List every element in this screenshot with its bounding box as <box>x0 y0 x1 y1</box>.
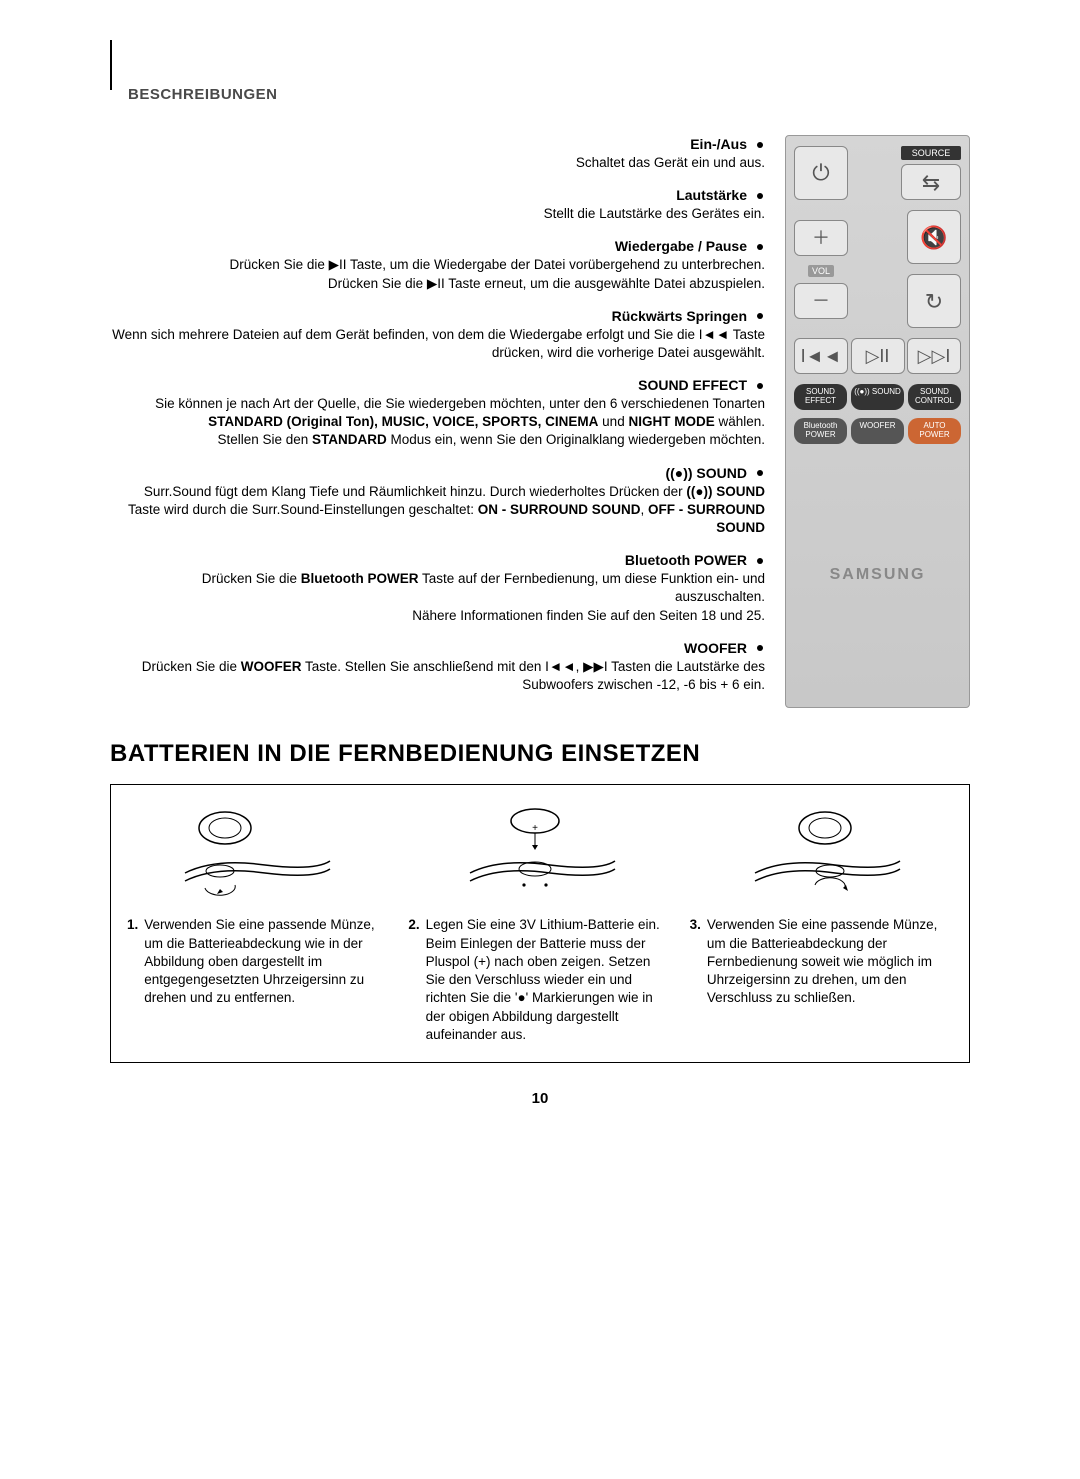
battery-box: + 1.Verwenden Sie eine passende M <box>110 784 970 1063</box>
battery-step-number: 2. <box>408 916 419 1044</box>
play-pause-icon: ▷II <box>851 338 905 374</box>
desc-body: Drücken Sie die WOOFER Taste. Stellen Si… <box>110 658 765 694</box>
desc-body: Surr.Sound fügt dem Klang Tiefe und Räum… <box>110 483 765 538</box>
mute-icon: 🔇 <box>907 210 961 264</box>
battery-step: 3.Verwenden Sie eine passende Münze, um … <box>690 916 953 1044</box>
desc-title: Lautstärke <box>676 186 747 205</box>
desc-title: Rückwärts Springen <box>612 307 747 326</box>
desc-body: Wenn sich mehrere Dateien auf dem Gerät … <box>110 326 765 362</box>
desc-body: Drücken Sie die ▶II Taste, um die Wieder… <box>110 256 765 292</box>
remote-pill: ((●)) SOUND <box>851 384 904 410</box>
desc-title: ((●)) SOUND <box>665 464 747 483</box>
remote-pill: WOOFER <box>851 418 904 444</box>
brand-logo: SAMSUNG <box>794 564 961 586</box>
remote-pill: Bluetooth POWER <box>794 418 847 444</box>
vol-label: VOL <box>808 265 834 277</box>
source-button-icon: ⇆ <box>901 164 961 200</box>
header-rule <box>110 40 112 90</box>
battery-step-text: Legen Sie eine 3V Lithium-Batterie ein. … <box>426 916 672 1044</box>
next-track-icon: ▷▷I <box>907 338 961 374</box>
battery-step-text: Verwenden Sie eine passende Münze, um di… <box>707 916 953 1044</box>
desc-item: SOUND EFFECTSie können je nach Art der Q… <box>110 376 765 450</box>
prev-track-icon: I◄◄ <box>794 338 848 374</box>
vol-up-icon: ＋ <box>794 220 848 256</box>
repeat-icon: ↻ <box>907 274 961 328</box>
page-number: 10 <box>110 1089 970 1109</box>
power-pill-row: Bluetooth POWERWOOFERAUTO POWER <box>794 418 961 444</box>
desc-title: SOUND EFFECT <box>638 376 747 395</box>
desc-body: Drücken Sie die Bluetooth POWER Taste au… <box>110 570 765 625</box>
desc-title: Wiedergabe / Pause <box>615 237 747 256</box>
battery-step-number: 3. <box>690 916 701 1044</box>
battery-step-number: 1. <box>127 916 138 1044</box>
source-label: SOURCE <box>901 146 961 160</box>
remote-pill: AUTO POWER <box>908 418 961 444</box>
desc-item: Wiedergabe / PauseDrücken Sie die ▶II Ta… <box>110 237 765 292</box>
remote-pill: SOUND EFFECT <box>794 384 847 410</box>
battery-step-columns: 1.Verwenden Sie eine passende Münze, um … <box>127 916 953 1044</box>
battery-step-text: Verwenden Sie eine passende Münze, um di… <box>144 916 390 1044</box>
desc-item: Rückwärts SpringenWenn sich mehrere Date… <box>110 307 765 362</box>
effect-pill-row: SOUND EFFECT((●)) SOUNDSOUND CONTROL <box>794 384 961 410</box>
desc-item: Ein-/AusSchaltet das Gerät ein und aus. <box>110 135 765 172</box>
battery-step3-illustration <box>735 803 915 898</box>
desc-title: WOOFER <box>684 639 747 658</box>
power-icon: ⏻ <box>794 146 848 200</box>
desc-item: ((●)) SOUNDSurr.Sound fügt dem Klang Tie… <box>110 464 765 538</box>
desc-body: Stellt die Lautstärke des Gerätes ein. <box>110 205 765 223</box>
vol-down-icon: － <box>794 283 848 319</box>
desc-body: Sie können je nach Art der Quelle, die S… <box>110 395 765 450</box>
battery-step: 2.Legen Sie eine 3V Lithium-Batterie ein… <box>408 916 671 1044</box>
desc-item: WOOFERDrücken Sie die WOOFER Taste. Stel… <box>110 639 765 694</box>
battery-step: 1.Verwenden Sie eine passende Münze, um … <box>127 916 390 1044</box>
battery-heading: BATTERIEN IN DIE FERNBEDIENUNG EINSETZEN <box>110 738 970 770</box>
desc-item: LautstärkeStellt die Lautstärke des Gerä… <box>110 186 765 223</box>
remote-illustration: ⏻ SOURCE ⇆ ＋ VOL － 🔇 ↻ I◄◄ ▷II ▷▷I SOUND… <box>785 135 970 708</box>
breadcrumb: BESCHREIBUNGEN <box>128 85 970 105</box>
remote-description-section: Ein-/AusSchaltet das Gerät ein und aus. L… <box>110 135 970 708</box>
desc-title: Bluetooth POWER <box>625 551 747 570</box>
desc-body: Schaltet das Gerät ein und aus. <box>110 154 765 172</box>
battery-illustrations: + <box>127 803 953 898</box>
desc-title: Ein-/Aus <box>690 135 747 154</box>
battery-step1-illustration <box>165 803 345 898</box>
svg-text:+: + <box>532 823 538 834</box>
battery-step2-illustration: + <box>450 803 630 898</box>
desc-item: Bluetooth POWERDrücken Sie die Bluetooth… <box>110 551 765 625</box>
descriptions-column: Ein-/AusSchaltet das Gerät ein und aus. L… <box>110 135 765 708</box>
remote-pill: SOUND CONTROL <box>908 384 961 410</box>
